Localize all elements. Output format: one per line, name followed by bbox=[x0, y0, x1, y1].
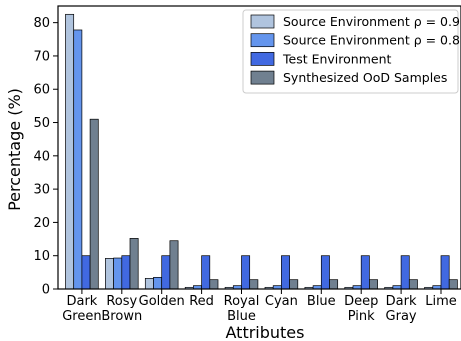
bar-3-3 bbox=[161, 255, 171, 290]
legend-label-2: Source Environment ρ = 0.8 bbox=[283, 33, 460, 48]
x-tick-label: Pink bbox=[348, 309, 375, 324]
x-tick-label: Royal bbox=[224, 294, 260, 309]
y-tick-label: 30 bbox=[33, 183, 50, 198]
x-tick-label: Green bbox=[62, 309, 101, 324]
plot-frame bbox=[57, 5, 461, 290]
y-tick-label: 0 bbox=[42, 283, 50, 298]
bar-4-6 bbox=[289, 279, 299, 290]
x-tick-label: Blue bbox=[307, 294, 336, 309]
legend-swatch-4 bbox=[250, 70, 275, 85]
legend-label-1: Source Environment ρ = 0.9 bbox=[283, 14, 460, 29]
x-tick-label: Dark bbox=[66, 294, 97, 309]
x-tick-label: Rosy bbox=[106, 294, 137, 309]
x-tick-label: Gray bbox=[386, 309, 417, 324]
bar-3-1 bbox=[81, 255, 91, 290]
bar-4-5 bbox=[249, 279, 259, 290]
y-axis: 0 10 20 30 40 50 60 70 80 bbox=[33, 16, 58, 298]
y-tick-label: 60 bbox=[33, 83, 50, 98]
x-tick-label: Dark bbox=[386, 294, 417, 309]
x-tick-label: Deep bbox=[344, 294, 378, 309]
bar-2-3 bbox=[153, 276, 163, 290]
bar-2-1 bbox=[73, 29, 83, 290]
bar-3-5 bbox=[241, 255, 251, 290]
legend-swatch-2 bbox=[250, 33, 275, 48]
bars-group bbox=[65, 13, 458, 290]
bar-4-9 bbox=[408, 279, 418, 290]
x-tick-label: Cyan bbox=[265, 294, 298, 309]
x-tick-label: Brown bbox=[101, 309, 142, 324]
bar-2-2 bbox=[113, 257, 123, 290]
legend-label-4: Synthesized OoD Samples bbox=[283, 70, 447, 85]
y-tick-label: 70 bbox=[33, 49, 50, 64]
x-axis-label: Attributes bbox=[226, 323, 305, 341]
y-tick-label: 40 bbox=[33, 149, 50, 164]
bar-4-7 bbox=[329, 279, 339, 290]
y-tick-label: 50 bbox=[33, 116, 50, 131]
legend-swatch-1 bbox=[250, 14, 275, 29]
legend-swatch-3 bbox=[250, 52, 275, 66]
bar-3-9 bbox=[400, 255, 410, 290]
x-tick-label: Golden bbox=[139, 294, 185, 309]
bar-3-2 bbox=[121, 255, 131, 290]
bar-4-8 bbox=[369, 279, 378, 290]
y-axis-label: Percentage (%) bbox=[5, 88, 24, 211]
bar-4-10 bbox=[448, 279, 458, 290]
bar-3-8 bbox=[360, 255, 370, 290]
bar-4-1 bbox=[89, 118, 99, 290]
bar-3-4 bbox=[201, 255, 211, 290]
y-tick-label: 20 bbox=[33, 216, 50, 231]
bar-1-3 bbox=[144, 277, 154, 290]
bar-1-2 bbox=[105, 258, 114, 290]
bar-4-3 bbox=[169, 240, 179, 290]
bar-3-6 bbox=[281, 255, 290, 290]
bar-1-1 bbox=[65, 13, 75, 290]
bar-3-10 bbox=[440, 255, 450, 290]
x-tick-label: Blue bbox=[227, 309, 256, 324]
y-tick-label: 80 bbox=[33, 16, 50, 31]
bar-3-7 bbox=[320, 255, 330, 290]
bar-4-4 bbox=[209, 279, 219, 290]
bar-4-2 bbox=[129, 238, 139, 290]
x-tick-label: Lime bbox=[425, 294, 457, 309]
legend-box bbox=[242, 9, 459, 94]
x-tick-label: Red bbox=[189, 294, 214, 309]
legend-label-3: Test Environment bbox=[282, 51, 392, 66]
legend: Source Environment ρ = 0.9 Source Environ… bbox=[242, 9, 460, 94]
y-tick-label: 10 bbox=[33, 249, 50, 264]
